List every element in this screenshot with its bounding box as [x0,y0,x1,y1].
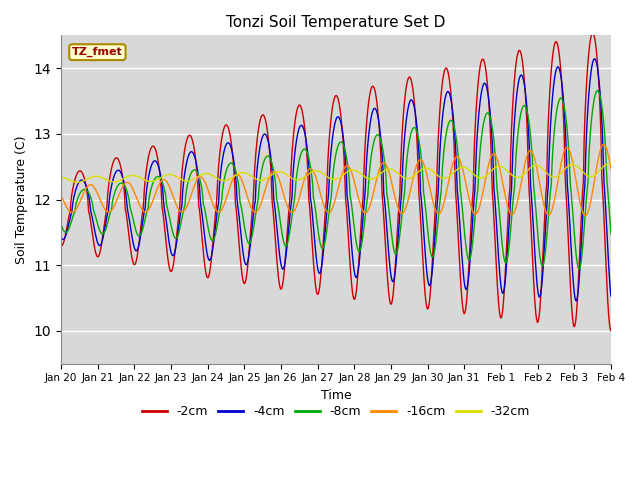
-8cm [67,220,75,226]
-2cm [209,244,216,250]
-16cm [180,209,188,215]
-8cm [57,221,65,227]
Y-axis label: Soil Temperature (C): Soil Temperature (C) [15,135,28,264]
-32cm [73,180,81,185]
-4cm [209,248,216,254]
-2cm [589,30,596,36]
-16cm [607,166,615,171]
-4cm [607,293,615,299]
Legend: -2cm, -4cm, -8cm, -16cm, -32cm: -2cm, -4cm, -8cm, -16cm, -32cm [137,400,535,423]
-16cm [124,180,131,185]
-2cm [607,328,615,334]
-8cm [575,266,582,272]
Line: -2cm: -2cm [61,33,611,331]
-4cm [57,234,65,240]
-2cm [57,242,65,248]
-8cm [593,88,601,94]
-4cm [419,216,427,221]
-16cm [419,159,427,165]
-4cm [591,56,598,61]
-2cm [180,156,188,162]
Line: -16cm: -16cm [61,144,611,216]
-16cm [209,200,216,206]
-8cm [403,158,411,164]
-32cm [125,173,132,179]
Title: Tonzi Soil Temperature Set D: Tonzi Soil Temperature Set D [227,15,445,30]
-32cm [420,166,428,171]
-32cm [404,176,412,181]
-16cm [581,213,589,218]
-8cm [124,191,131,196]
-4cm [572,298,580,304]
-4cm [67,212,75,217]
-32cm [67,178,75,184]
-4cm [180,180,188,186]
-2cm [419,256,427,262]
Text: TZ_fmet: TZ_fmet [72,47,123,57]
-16cm [600,142,608,147]
-8cm [180,207,188,213]
Line: -4cm: -4cm [61,59,611,301]
-32cm [605,161,613,167]
-2cm [403,82,411,87]
Line: -32cm: -32cm [61,164,611,182]
Line: -8cm: -8cm [61,91,611,269]
X-axis label: Time: Time [321,389,351,402]
-32cm [57,174,65,180]
-32cm [607,161,615,167]
-4cm [403,114,411,120]
-4cm [124,207,131,213]
-8cm [607,231,615,237]
-2cm [67,198,75,204]
-16cm [403,202,411,208]
-8cm [209,238,216,244]
-2cm [124,221,131,227]
-8cm [419,174,427,180]
-32cm [180,178,188,183]
-32cm [209,173,217,179]
-16cm [57,192,65,198]
-16cm [67,209,75,215]
